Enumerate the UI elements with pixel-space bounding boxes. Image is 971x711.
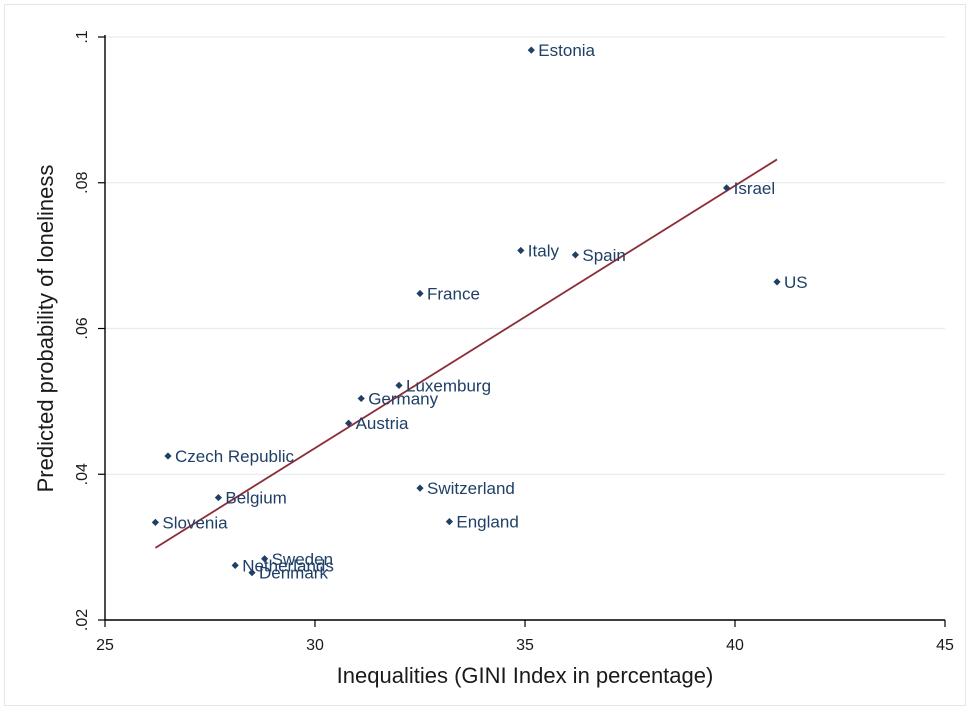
x-tick-label: 40 <box>726 637 744 654</box>
data-point-marker <box>517 246 525 255</box>
data-point-marker <box>151 518 159 526</box>
data-point-marker <box>345 419 353 427</box>
data-point-label: Israel <box>734 179 776 198</box>
data-point-label: Czech Republic <box>175 447 295 466</box>
data-point-marker <box>395 381 403 389</box>
x-tick-label: 35 <box>516 637 534 654</box>
data-point-marker <box>445 518 453 526</box>
data-point-label: Luxemburg <box>406 376 491 395</box>
data-point-marker <box>248 569 256 577</box>
data-point-label: England <box>456 513 518 532</box>
data-point-marker <box>261 555 269 563</box>
data-point-label: Sweden <box>272 550 333 569</box>
data-point-label: Netherlands <box>242 556 334 575</box>
grid-lines <box>105 36 945 621</box>
y-axis-title: Predicted probability of loneliness <box>33 165 58 493</box>
fit-line <box>154 158 778 549</box>
data-point-label: Denmark <box>259 564 328 583</box>
data-point-label: Austria <box>356 414 409 433</box>
x-tick-label: 45 <box>936 637 954 654</box>
x-tick-label: 25 <box>96 637 114 654</box>
data-point-marker <box>723 184 731 192</box>
data-point-label: Switzerland <box>427 479 515 498</box>
fit-line-group <box>154 158 778 549</box>
data-point-label: France <box>427 285 480 304</box>
data-point-label: Estonia <box>538 41 595 60</box>
data-point-label: Italy <box>528 242 560 261</box>
data-point-label: Slovenia <box>162 513 228 532</box>
axes: 25 30 35 40 45 .02 .04 .06 .08 .1 <box>74 30 954 654</box>
data-point-marker <box>571 251 579 259</box>
data-point-marker <box>527 46 535 54</box>
y-tick-label: .06 <box>74 317 91 339</box>
data-point-marker <box>231 561 239 569</box>
y-tick-label: .08 <box>74 172 91 194</box>
data-point-marker <box>214 493 222 502</box>
data-point-label: Spain <box>582 246 625 265</box>
data-point-marker <box>416 289 424 298</box>
data-point-label: US <box>784 273 808 292</box>
data-point-label: Germany <box>368 389 438 408</box>
data-point-marker <box>357 394 365 403</box>
x-axis-title: Inequalities (GINI Index in percentage) <box>337 663 714 688</box>
data-point-marker <box>416 484 424 492</box>
x-tick-label: 30 <box>306 637 324 654</box>
y-tick-label: .02 <box>74 609 91 631</box>
data-points: Estonia Israel Italy Spain US France Luxemburg… <box>151 41 808 583</box>
y-tick-label: .04 <box>74 463 91 485</box>
data-point-marker <box>773 278 781 286</box>
chart-frame <box>4 4 966 706</box>
y-tick-label: .1 <box>74 30 91 43</box>
data-point-label: Belgium <box>225 489 286 508</box>
data-point-marker <box>164 452 172 460</box>
